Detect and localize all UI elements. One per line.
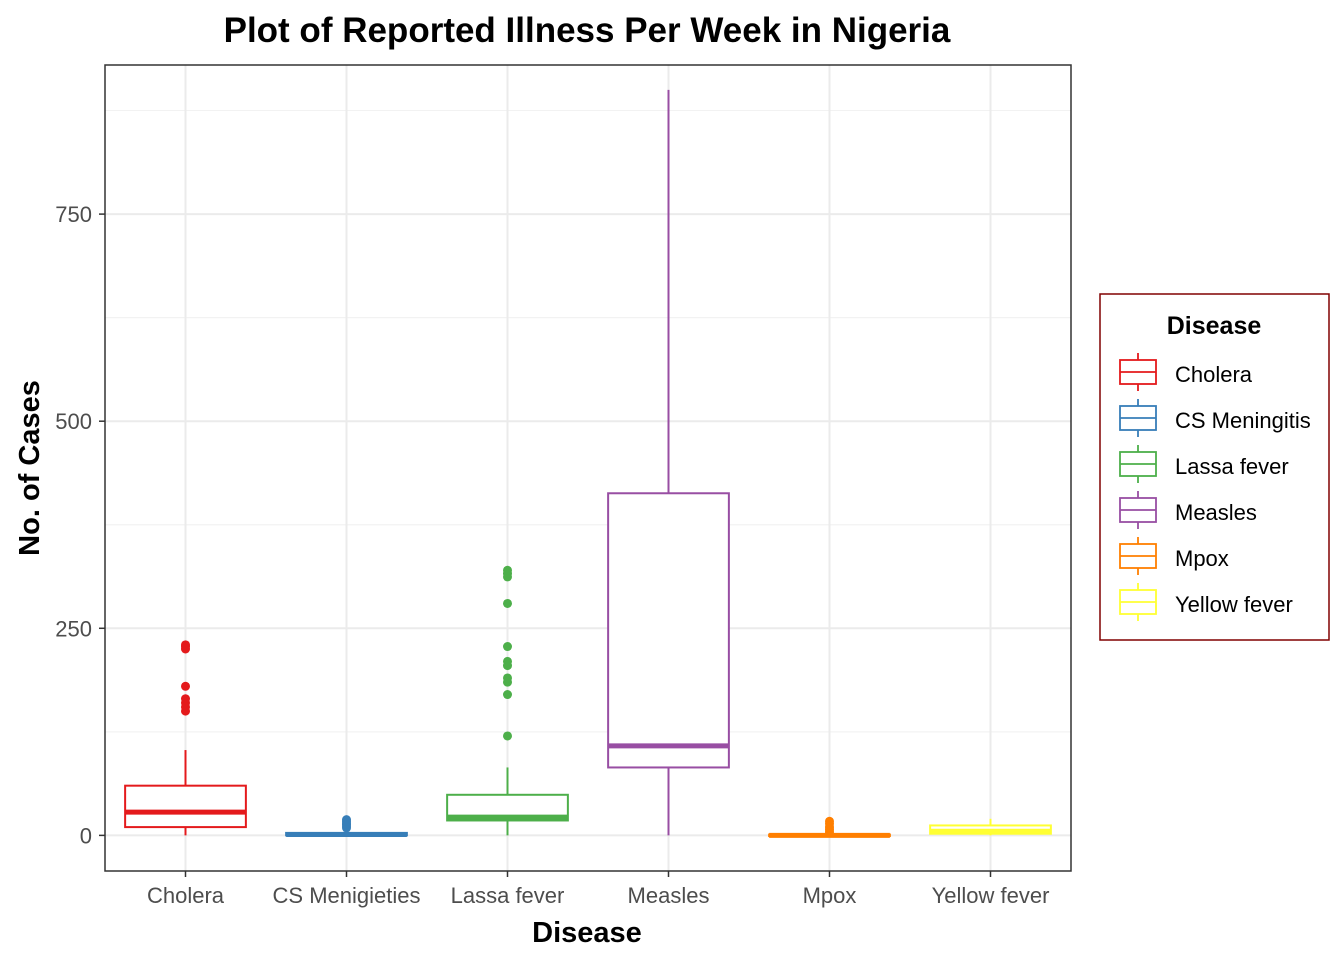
- outlier-point: [825, 816, 834, 826]
- legend-item: Lassa fever: [1119, 445, 1289, 483]
- legend-label: Lassa fever: [1175, 454, 1289, 479]
- box-iqr: [607, 492, 730, 769]
- box-cs-meningitis: [285, 815, 408, 838]
- legend-item: Mpox: [1119, 537, 1229, 575]
- box-mpox: [768, 816, 891, 838]
- legend-label: Cholera: [1175, 362, 1253, 387]
- x-tick-label: Cholera: [147, 883, 225, 908]
- outlier-point: [342, 815, 351, 825]
- legend-label: Mpox: [1175, 546, 1229, 571]
- box-yellow-fever: [929, 818, 1052, 836]
- x-tick-label: Measles: [628, 883, 710, 908]
- legend-label: CS Meningitis: [1175, 408, 1311, 433]
- legend-label: Yellow fever: [1175, 592, 1293, 617]
- legend-title: Disease: [1167, 312, 1262, 340]
- legend-label: Measles: [1175, 500, 1257, 525]
- x-axis: Cholera CS Menigieties Lassa fever Measles M…: [147, 871, 1049, 908]
- y-axis: 0 250 500 750: [55, 202, 105, 848]
- box-iqr: [124, 784, 247, 829]
- legend-items: Cholera CS Meningitis Lassa fever Measles Mp…: [1119, 353, 1311, 621]
- x-axis-title: Disease: [532, 917, 642, 949]
- legend-item: Measles: [1119, 491, 1257, 529]
- legend-item: Cholera: [1119, 353, 1253, 391]
- outlier-point: [503, 731, 512, 741]
- plot-panel-border: [104, 64, 1072, 872]
- outlier-point: [503, 598, 512, 608]
- legend-item: CS Meningitis: [1119, 399, 1311, 437]
- legend-item: Yellow fever: [1119, 583, 1293, 621]
- outlier-point: [181, 640, 190, 650]
- y-axis-title: No. of Cases: [14, 380, 46, 556]
- box-cholera: [124, 640, 247, 836]
- box-series: [124, 89, 1052, 838]
- x-tick-label: CS Menigieties: [273, 883, 421, 908]
- outlier-point: [503, 690, 512, 700]
- plot-panel-bg: [105, 65, 1071, 871]
- outlier-point: [181, 694, 190, 704]
- x-tick-label: Mpox: [803, 883, 857, 908]
- y-tick-label: 0: [80, 823, 92, 848]
- x-tick-label: Yellow fever: [932, 883, 1050, 908]
- y-tick-label: 750: [55, 202, 92, 227]
- box-measles: [607, 89, 730, 836]
- outlier-point: [503, 673, 512, 683]
- outlier-point: [503, 565, 512, 575]
- chart-title: Plot of Reported Illness Per Week in Nig…: [224, 11, 951, 50]
- outlier-point: [181, 681, 190, 691]
- outlier-point: [503, 642, 512, 652]
- box-lassa-fever: [446, 565, 569, 836]
- y-tick-label: 250: [55, 616, 92, 641]
- legend: Disease Cholera CS Meningitis Lassa fever M…: [1099, 293, 1330, 641]
- x-tick-label: Lassa fever: [451, 883, 565, 908]
- y-tick-label: 500: [55, 409, 92, 434]
- outlier-point: [503, 656, 512, 666]
